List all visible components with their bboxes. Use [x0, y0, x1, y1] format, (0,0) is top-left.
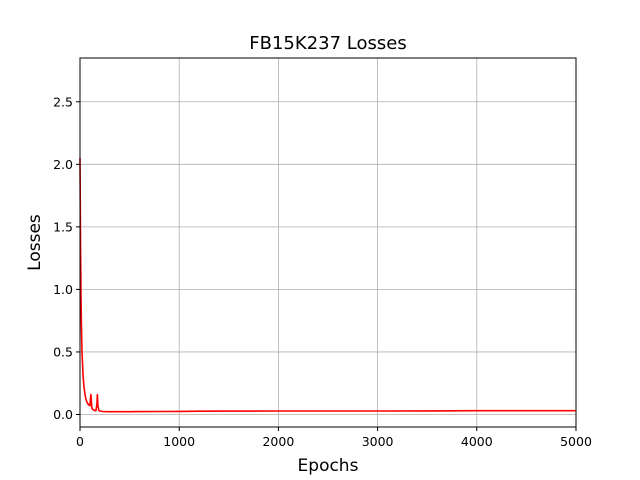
x-axis-label: Epochs [298, 456, 359, 476]
y-tick-label: 2.5 [53, 94, 73, 109]
x-tick-label: 1000 [163, 434, 195, 449]
y-tick-label: 2.0 [53, 157, 73, 172]
x-tick-label: 5000 [560, 434, 592, 449]
grid-lines [79, 58, 577, 427]
x-tick-label: 0 [76, 434, 84, 449]
chart-title: FB15K237 Losses [249, 33, 406, 54]
y-tick-label: 1.0 [53, 282, 73, 297]
y-tick-label: 1.5 [53, 219, 73, 234]
x-tick-label: 4000 [461, 434, 493, 449]
axis-ticks: 0 1000 2000 3000 4000 5000 0.0 0.5 1.0 1.5 2.0 2.5 [53, 94, 592, 449]
y-axis-label: Losses [25, 214, 45, 271]
y-tick-label: 0.5 [53, 344, 73, 359]
y-tick-label: 0.0 [53, 407, 73, 422]
x-tick-label: 3000 [362, 434, 394, 449]
plot-frame [79, 57, 577, 428]
series-group [79, 158, 576, 413]
x-tick-label: 2000 [262, 434, 294, 449]
loss-series-line [79, 158, 576, 413]
